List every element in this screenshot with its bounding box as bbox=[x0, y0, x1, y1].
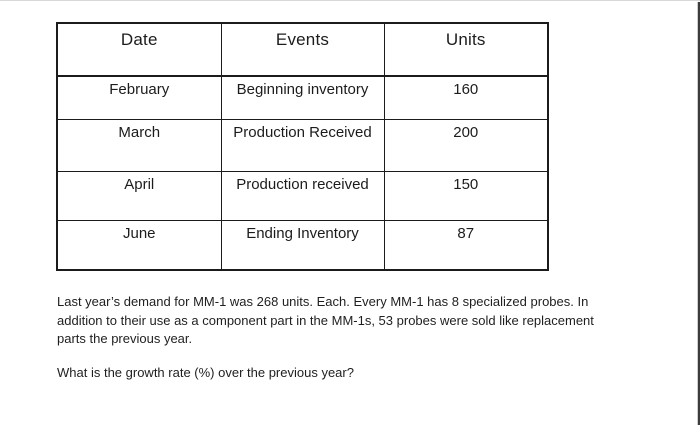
table-row-june: June Ending Inventory 87 bbox=[56, 220, 549, 271]
column-header-units: Units bbox=[383, 22, 549, 77]
column-header-events: Events bbox=[220, 22, 385, 77]
cell-date: June bbox=[56, 220, 222, 271]
page-top-edge-line bbox=[0, 0, 700, 1]
cell-date: April bbox=[56, 171, 222, 221]
inventory-table: Date Events Units February Beginning inv… bbox=[56, 22, 549, 271]
question-text: What is the growth rate (%) over the pre… bbox=[57, 365, 354, 380]
cell-event: Production Received bbox=[220, 119, 385, 172]
page-right-edge-line bbox=[697, 2, 700, 425]
problem-statement: Last year’s demand for MM-1 was 268 unit… bbox=[57, 293, 657, 349]
cell-units: 87 bbox=[383, 220, 549, 271]
cell-event: Beginning inventory bbox=[220, 75, 385, 120]
table-row-march: March Production Received 200 bbox=[56, 119, 549, 172]
column-header-date: Date bbox=[56, 22, 222, 77]
cell-event: Production received bbox=[220, 171, 385, 221]
cell-units: 160 bbox=[383, 75, 549, 120]
problem-statement-line: parts the previous year. bbox=[57, 331, 193, 346]
problem-statement-line: addition to their use as a component par… bbox=[57, 312, 594, 328]
cell-units: 150 bbox=[383, 171, 549, 221]
cell-units: 200 bbox=[383, 119, 549, 172]
table-row-april: April Production received 150 bbox=[56, 171, 549, 221]
table-row-february: February Beginning inventory 160 bbox=[56, 75, 549, 120]
table-header-row: Date Events Units bbox=[56, 22, 549, 77]
cell-event: Ending Inventory bbox=[220, 220, 385, 271]
problem-statement-line: Last year’s demand for MM-1 was 268 unit… bbox=[57, 294, 589, 309]
cell-date: March bbox=[56, 119, 222, 172]
cell-date: February bbox=[56, 75, 222, 120]
